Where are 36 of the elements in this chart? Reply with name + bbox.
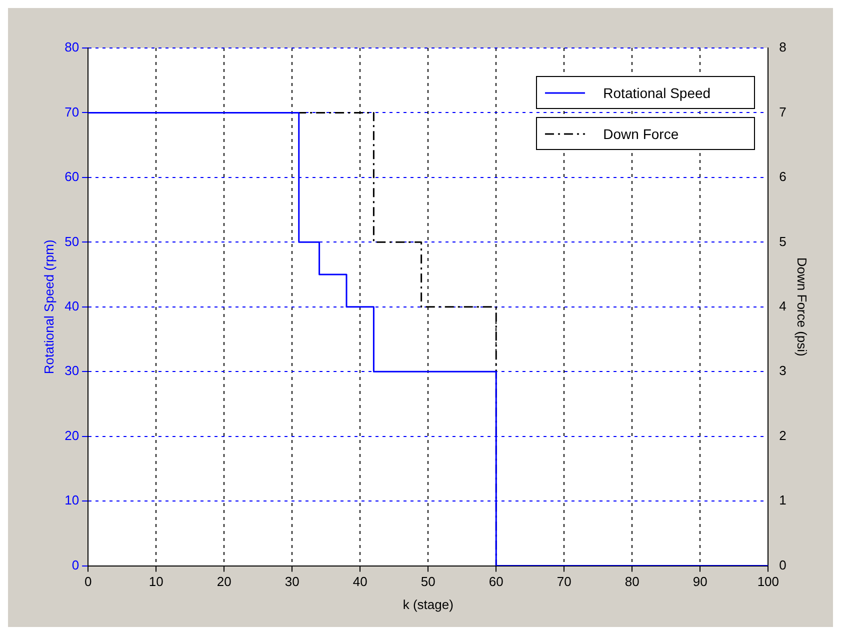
y2-tick-label: 1 — [779, 492, 786, 508]
x-tick-label: 70 — [556, 574, 572, 590]
x-tick-label: 100 — [757, 574, 780, 590]
x-tick-label: 50 — [420, 574, 436, 590]
y2-tick-label: 8 — [779, 40, 786, 55]
x-tick-label: 60 — [488, 574, 504, 590]
legend-label: Rotational Speed — [603, 84, 711, 100]
x-tick-label: 20 — [216, 574, 232, 590]
x-tick-label: 80 — [624, 574, 640, 590]
y2-axis-title: Down Force (psi) — [794, 257, 810, 356]
y-tick-label: 0 — [72, 557, 80, 572]
legend-label: Down Force — [603, 126, 679, 142]
y2-tick-label: 6 — [779, 169, 786, 184]
y2-tick-label: 4 — [779, 298, 786, 314]
legend-frame: Rotational Speed — [536, 76, 756, 109]
y-tick-label: 70 — [64, 104, 80, 120]
y2-tick-label: 0 — [779, 557, 786, 572]
x-tick-label: 10 — [148, 574, 164, 590]
legend-frame: Down Force — [536, 117, 756, 150]
y-tick-label: 20 — [64, 428, 80, 443]
y-tick-label: 10 — [64, 492, 80, 508]
y-tick-label: 50 — [64, 234, 80, 249]
y-axis-title: Rotational Speed (rpm) — [41, 240, 56, 374]
x-tick-label: 30 — [284, 574, 300, 590]
x-tick-label: 90 — [692, 574, 708, 590]
y2-tick-label: 5 — [779, 234, 786, 249]
y-tick-label: 80 — [64, 40, 80, 55]
y2-tick-label: 7 — [779, 104, 786, 120]
y2-tick-label: 3 — [779, 363, 786, 378]
y2-tick-label: 2 — [779, 428, 786, 443]
x-axis-title: k (stage) — [402, 596, 454, 612]
x-tick-label: 0 — [84, 574, 92, 590]
y-tick-label: 30 — [64, 363, 80, 378]
x-tick-label: 40 — [352, 574, 368, 590]
y-tick-label: 40 — [64, 298, 80, 314]
y-tick-label: 60 — [64, 169, 80, 184]
